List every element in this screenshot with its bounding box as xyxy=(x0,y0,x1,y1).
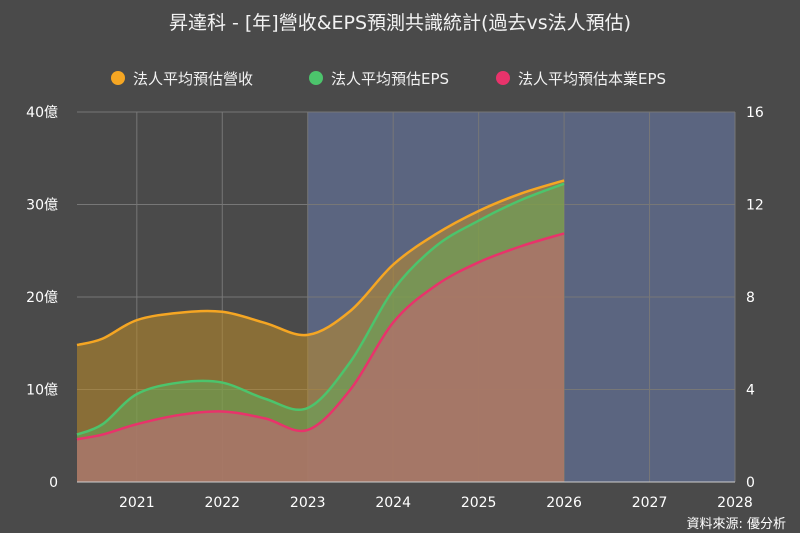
source-note: 資料來源: 優分析 xyxy=(686,517,786,532)
legend-marker xyxy=(111,71,125,85)
series-area-3 xyxy=(77,233,565,482)
x-tick-label: 2022 xyxy=(204,495,240,511)
series-line-1 xyxy=(76,179,565,347)
legend-label: 法人平均預估本業EPS xyxy=(518,70,666,88)
y-right-tick-label: 16 xyxy=(746,105,764,121)
y-left-tick-label: 20億 xyxy=(26,290,58,306)
plot-area: 0 10億 20億 30億 40億 0 4 8 12 16 2021 2022 2023 2024 2025… xyxy=(26,105,764,511)
y-right-tick-label: 8 xyxy=(746,290,755,306)
legend-item-1: 法人平均預估營收 xyxy=(111,70,253,88)
x-tick-label: 2024 xyxy=(375,495,411,511)
x-tick-label: 2027 xyxy=(632,495,668,511)
series-line-3 xyxy=(76,232,565,441)
legend-label: 法人平均預估營收 xyxy=(133,70,253,88)
x-tick-label: 2023 xyxy=(290,495,326,511)
y-left-tick-label: 10億 xyxy=(26,383,58,399)
y-left-tick-label: 40億 xyxy=(26,105,58,121)
y-left-tick-label: 0 xyxy=(49,475,58,491)
y-left-tick-label: 30億 xyxy=(26,198,58,214)
legend-marker xyxy=(496,71,510,85)
series-line-2 xyxy=(76,182,565,436)
legend-item-2: 法人平均預估EPS xyxy=(309,70,449,88)
x-tick-label: 2026 xyxy=(546,495,582,511)
x-tick-label: 2025 xyxy=(461,495,497,511)
y-right-tick-label: 0 xyxy=(746,475,755,491)
legend: 法人平均預估營收 法人平均預估EPS 法人平均預估本業EPS xyxy=(111,70,666,88)
legend-marker xyxy=(309,71,323,85)
y-right-tick-label: 12 xyxy=(746,198,764,214)
x-tick-label: 2021 xyxy=(119,495,155,511)
chart-title: 昇達科 - [年]營收&EPS預測共識統計(過去vs法人預估) xyxy=(169,12,631,34)
legend-item-3: 法人平均預估本業EPS xyxy=(496,70,666,88)
y-right-tick-label: 4 xyxy=(746,383,755,399)
x-tick-label: 2028 xyxy=(717,495,753,511)
legend-label: 法人平均預估EPS xyxy=(331,70,449,88)
